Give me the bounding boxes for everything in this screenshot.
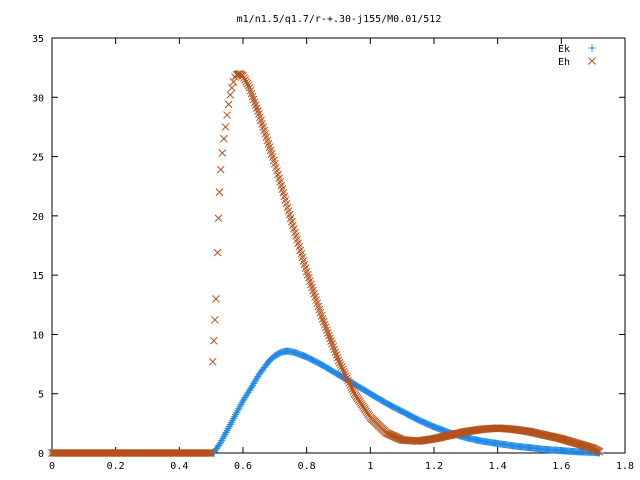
data-point-eh xyxy=(207,449,216,457)
data-point-eh xyxy=(218,149,227,157)
plot-area-frame xyxy=(51,37,626,454)
y-tick-label: 20 xyxy=(32,212,44,223)
legend-marker-ek xyxy=(588,44,596,52)
data-point-ek xyxy=(251,378,259,386)
data-point-eh xyxy=(212,295,220,303)
data-point-eh xyxy=(348,385,357,394)
data-point-eh xyxy=(209,336,218,345)
data-point-eh xyxy=(326,334,334,343)
data-point-eh xyxy=(341,369,349,378)
data-point-eh xyxy=(204,449,212,457)
x-tick-label: 1.6 xyxy=(552,461,570,472)
x-tick-label: 1 xyxy=(367,461,373,472)
data-point-eh xyxy=(332,351,341,359)
series-layer xyxy=(48,69,604,457)
y-tick-label: 15 xyxy=(32,271,44,282)
data-point-eh xyxy=(242,78,251,86)
data-point-ek xyxy=(249,381,257,389)
data-point-eh xyxy=(224,100,233,109)
data-point-eh xyxy=(322,326,331,334)
data-point-eh xyxy=(229,78,238,86)
data-point-eh xyxy=(342,372,350,380)
data-point-eh xyxy=(205,449,213,457)
data-point-eh xyxy=(215,188,224,196)
data-point-eh xyxy=(334,356,343,365)
data-point-eh xyxy=(240,74,248,82)
data-point-eh xyxy=(344,376,352,385)
legend: Ek Eh xyxy=(558,44,596,68)
data-point-eh xyxy=(343,374,351,383)
data-point-eh xyxy=(339,367,348,376)
data-point-ek xyxy=(250,380,258,388)
legend-label-ek: Ek xyxy=(558,44,570,55)
y-tick-label: 35 xyxy=(32,34,44,45)
data-point-eh xyxy=(330,345,339,354)
data-point-eh xyxy=(333,353,342,362)
data-point-eh xyxy=(335,358,344,367)
legend-marker-eh xyxy=(588,57,596,65)
data-point-eh xyxy=(318,315,327,323)
data-point-eh xyxy=(319,317,328,326)
data-point-eh xyxy=(347,383,356,391)
data-point-eh xyxy=(223,111,231,119)
data-point-eh xyxy=(321,323,330,332)
data-point-eh xyxy=(595,447,604,456)
data-point-eh xyxy=(349,387,358,396)
data-point-eh xyxy=(320,320,329,329)
data-point-eh xyxy=(246,86,255,95)
data-point-eh xyxy=(221,123,230,131)
data-point-eh xyxy=(324,328,332,337)
data-point-eh xyxy=(213,248,222,257)
data-point-eh xyxy=(243,79,252,88)
data-point-eh xyxy=(208,357,217,366)
data-point-eh xyxy=(241,76,249,84)
data-point-ek xyxy=(252,376,260,384)
axis-ticks: 0 0.2 0.4 0.6 0.8 1 1.2 1.4 1.6 1.8 0 5 10 15 20 25 30 35 xyxy=(32,34,634,472)
data-point-eh xyxy=(228,83,236,92)
data-point-eh xyxy=(247,89,256,98)
data-point-eh xyxy=(346,381,355,389)
chart-title: m1/n1.5/q1.7/r-+.30-j155/M0.01/512 xyxy=(237,14,442,25)
x-tick-label: 0.6 xyxy=(234,461,252,472)
series-ek xyxy=(48,347,604,457)
data-point-eh xyxy=(220,134,228,143)
legend-label-eh: Eh xyxy=(558,57,570,68)
data-point-eh xyxy=(214,214,223,223)
data-point-eh xyxy=(239,72,247,80)
data-point-eh xyxy=(226,91,235,99)
data-point-eh xyxy=(325,331,333,340)
series-eh xyxy=(48,69,604,457)
data-point-eh xyxy=(249,95,258,104)
data-point-eh xyxy=(211,315,219,324)
data-point-eh xyxy=(328,340,336,348)
data-point-ek xyxy=(253,374,261,382)
x-tick-label: 1.8 xyxy=(616,461,634,472)
data-point-eh xyxy=(245,83,254,92)
y-tick-label: 30 xyxy=(32,93,44,104)
x-tick-label: 1.2 xyxy=(425,461,443,472)
x-tick-label: 0.8 xyxy=(298,461,316,472)
y-tick-label: 25 xyxy=(32,153,44,164)
data-point-eh xyxy=(336,361,345,369)
y-tick-label: 0 xyxy=(38,449,44,460)
data-point-eh xyxy=(216,165,225,174)
data-point-eh xyxy=(345,378,353,387)
data-point-eh xyxy=(206,449,214,457)
y-tick-label: 10 xyxy=(32,330,44,341)
x-tick-label: 0 xyxy=(49,461,55,472)
data-point-eh xyxy=(254,107,262,115)
y-tick-label: 5 xyxy=(38,390,44,401)
data-point-eh xyxy=(337,363,346,372)
data-point-eh xyxy=(338,365,347,374)
data-point-eh xyxy=(327,337,335,346)
x-tick-label: 0.2 xyxy=(107,461,125,472)
data-point-eh xyxy=(329,342,338,351)
data-point-eh xyxy=(331,348,340,357)
x-tick-label: 0.4 xyxy=(170,461,188,472)
data-point-eh xyxy=(244,81,253,90)
x-tick-label: 1.4 xyxy=(489,461,507,472)
data-point-ek xyxy=(216,440,224,448)
